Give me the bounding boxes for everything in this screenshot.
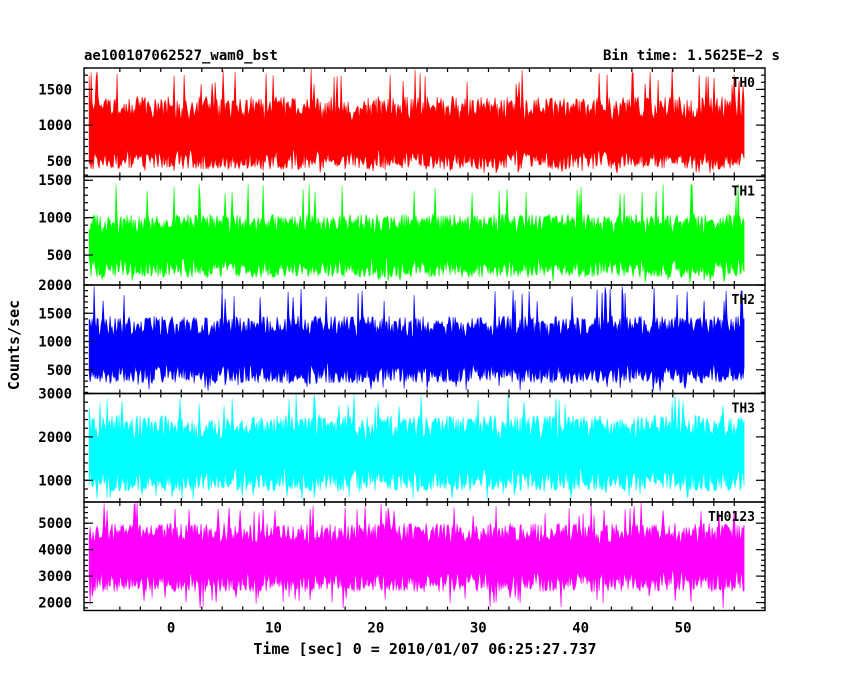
y-tick-label: 1500 xyxy=(38,306,72,322)
panels-group: 500 1000 1500 TH0 500 1000 1500 TH1 500 1000 1500 2… xyxy=(38,67,766,612)
y-tick-label: 500 xyxy=(47,154,72,170)
y-tick-label: 1500 xyxy=(38,82,72,98)
panel-th2: 500 1000 1500 2000 TH2 xyxy=(38,278,766,395)
y-tick-label: 1000 xyxy=(38,211,72,227)
y-tick-label: 2000 xyxy=(38,596,72,612)
x-axis-label: Time [sec] 0 = 2010/01/07 06:25:27.737 xyxy=(253,640,596,658)
series-th1-curve xyxy=(88,184,745,284)
panel-th0: 500 1000 1500 TH0 xyxy=(38,67,766,178)
y-axis-label: Counts/sec xyxy=(5,300,23,390)
y-tick-label: 500 xyxy=(47,248,72,264)
series-th2-curve xyxy=(88,286,745,392)
series-th0-curve xyxy=(88,68,745,174)
y-tick-label: 2000 xyxy=(38,430,72,446)
y-tick-label: 1000 xyxy=(38,118,72,134)
plot-title-left: ae100107062527_wam0_bst xyxy=(84,48,278,64)
x-tick-label: 20 xyxy=(367,621,384,637)
series-label-th0123: TH0123 xyxy=(708,510,755,525)
y-tick-label: 3000 xyxy=(38,387,72,403)
x-tick-label: 0 xyxy=(167,621,175,637)
panel-th3: 1000 2000 3000 TH3 xyxy=(38,387,766,503)
y-tick-label: 2000 xyxy=(38,278,72,294)
x-tick-label: 30 xyxy=(470,621,487,637)
series-label-th2: TH2 xyxy=(732,293,755,308)
x-tick-label: 10 xyxy=(265,621,282,637)
series-label-th0: TH0 xyxy=(732,76,756,91)
panel-th1: 500 1000 1500 TH1 xyxy=(38,173,766,286)
series-th3-curve xyxy=(88,393,745,500)
series-label-th1: TH1 xyxy=(732,185,756,200)
panel-frame xyxy=(83,501,766,612)
panel-th0123: 2000 3000 4000 5000 TH0123 xyxy=(38,501,766,612)
y-tick-label: 5000 xyxy=(38,516,72,532)
y-tick-label: 1000 xyxy=(38,335,72,351)
y-tick-label: 1000 xyxy=(38,473,72,489)
y-tick-label: 4000 xyxy=(38,543,72,559)
series-th0123-curve xyxy=(88,502,745,609)
x-tick-label: 50 xyxy=(675,621,692,637)
y-tick-label: 3000 xyxy=(38,569,72,585)
plot-title-right: Bin time: 1.5625E−2 s xyxy=(603,48,780,64)
series-label-th3: TH3 xyxy=(732,402,755,417)
x-axis: 0 10 20 30 40 50 xyxy=(167,621,692,637)
y-tick-label: 500 xyxy=(47,363,72,379)
x-tick-label: 40 xyxy=(572,621,589,637)
y-tick-label: 1500 xyxy=(38,173,72,189)
